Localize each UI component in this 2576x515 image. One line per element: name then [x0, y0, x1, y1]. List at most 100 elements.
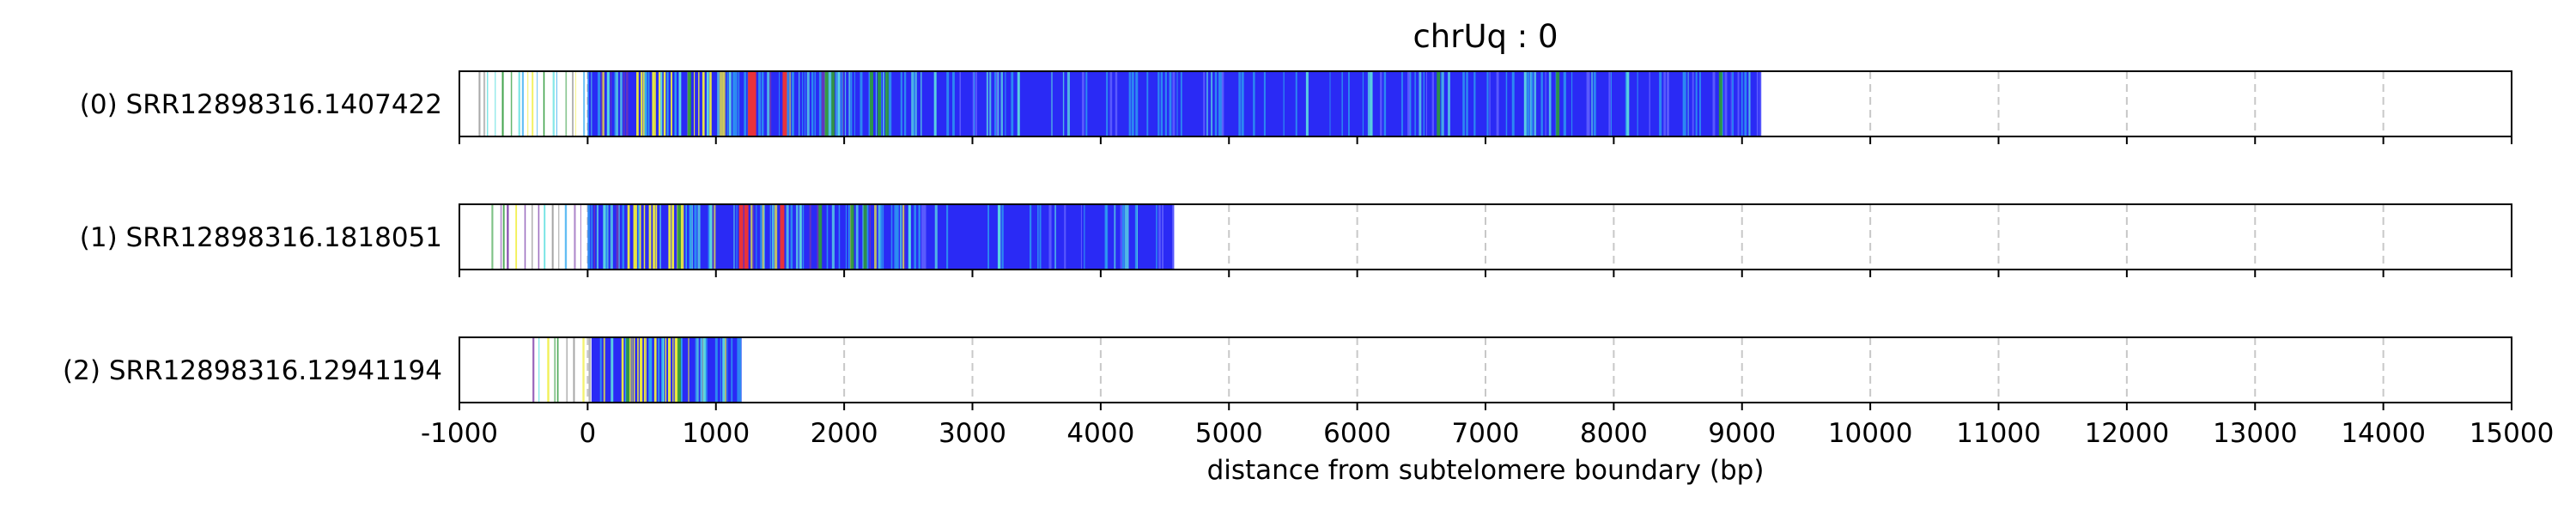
repeat-bar [500, 204, 502, 270]
repeat-bar [588, 337, 591, 403]
repeat-bar [875, 71, 878, 136]
repeat-bars [478, 71, 1762, 136]
chart-title: chrUq : 0 [1413, 18, 1558, 55]
x-tick-label: 12000 [2085, 418, 2170, 449]
repeat-bar [582, 337, 585, 403]
repeat-bar [814, 71, 817, 136]
repeat-bar [868, 71, 872, 136]
repeat-bar [518, 71, 520, 136]
repeat-bar [623, 71, 625, 136]
repeat-bar [675, 337, 677, 403]
repeat-bar [1741, 71, 1743, 136]
repeat-bar [989, 71, 992, 136]
repeat-bar [1218, 71, 1220, 136]
repeat-bar [946, 204, 949, 270]
repeat-bar [655, 204, 658, 270]
x-tick-label: 13000 [2213, 418, 2298, 449]
repeat-bar [1712, 71, 1716, 136]
repeat-bar [789, 71, 791, 136]
repeat-bar [615, 71, 618, 136]
read-label: (1) SRR12898316.1818051 [80, 222, 442, 253]
repeat-bar [1001, 204, 1004, 270]
repeat-bar [698, 71, 700, 136]
repeat-bar [637, 337, 639, 403]
repeat-bar [658, 71, 661, 136]
repeat-bar [1214, 71, 1218, 136]
repeat-bar [831, 204, 835, 270]
repeat-bar [738, 71, 740, 136]
repeat-bar [551, 204, 554, 270]
repeat-bar [952, 71, 955, 136]
repeat-bar [672, 337, 674, 403]
repeat-bar [507, 204, 509, 270]
repeat-bar [903, 71, 907, 136]
repeat-bar [829, 71, 832, 136]
repeat-bar [994, 71, 997, 136]
repeat-bar [583, 71, 586, 136]
repeat-bar [691, 204, 693, 270]
repeat-bar [998, 204, 1001, 270]
repeat-bar [527, 71, 529, 136]
repeat-bar [1241, 71, 1244, 136]
repeat-bar [714, 337, 718, 403]
repeat-bar [914, 71, 917, 136]
repeat-bar [712, 204, 714, 270]
repeat-bar [1563, 71, 1566, 136]
repeat-bar [1593, 71, 1596, 136]
repeat-bar [842, 71, 844, 136]
repeat-bar [697, 204, 701, 270]
repeat-bar [706, 71, 709, 136]
repeat-bar [1206, 71, 1208, 136]
repeat-bar [709, 204, 713, 270]
repeat-bar [1000, 71, 1003, 136]
repeat-bar [1409, 71, 1412, 136]
repeat-bar [1748, 71, 1751, 136]
repeat-bar [1625, 71, 1628, 136]
repeat-bar [515, 204, 518, 270]
repeat-bar [558, 204, 560, 270]
repeat-bar [1171, 204, 1175, 270]
repeat-bar [1732, 71, 1734, 136]
repeat-bar [877, 71, 881, 136]
repeat-bar [636, 71, 639, 136]
repeat-bar [1586, 71, 1589, 136]
x-tick-label: 7000 [1452, 418, 1520, 449]
repeat-bar [1591, 71, 1593, 136]
repeat-bar [556, 337, 559, 403]
repeat-bar [633, 337, 635, 403]
repeat-bar [478, 71, 481, 136]
repeat-bar [986, 71, 988, 136]
read-track: (0) SRR12898316.1407422 [80, 70, 2512, 137]
read-tracks: (0) SRR12898316.1407422 (1) SRR12898316.1… [63, 70, 2512, 403]
repeat-bar [1737, 71, 1740, 136]
repeat-bar [774, 204, 778, 270]
repeat-bar [605, 204, 608, 270]
repeat-bar [524, 204, 526, 270]
repeat-bar [1442, 71, 1444, 136]
repeat-bar [737, 337, 739, 403]
repeat-bar [1120, 204, 1122, 270]
repeat-bar [726, 71, 728, 136]
repeat-bar [1134, 204, 1138, 270]
repeat-bar [1211, 71, 1212, 136]
repeat-bar [1135, 71, 1139, 136]
repeat-bar [863, 204, 867, 270]
repeat-bar [1109, 71, 1113, 136]
repeat-bar [641, 71, 643, 136]
repeat-bar [1221, 71, 1224, 136]
repeat-bar [959, 71, 961, 136]
repeat-bar [850, 71, 853, 136]
repeat-bar [1114, 204, 1116, 270]
repeat-bar [896, 204, 899, 270]
repeat-bar [900, 71, 902, 136]
repeat-bar [1527, 71, 1530, 136]
repeat-bar [850, 204, 854, 270]
repeat-bar [995, 71, 999, 136]
repeat-bar [591, 71, 592, 136]
repeat-bar [1571, 71, 1573, 136]
repeat-bar [1423, 71, 1425, 136]
repeat-bar [826, 204, 829, 270]
repeat-bar [778, 71, 780, 136]
repeat-bar [1121, 204, 1125, 270]
repeat-bar [987, 204, 990, 270]
